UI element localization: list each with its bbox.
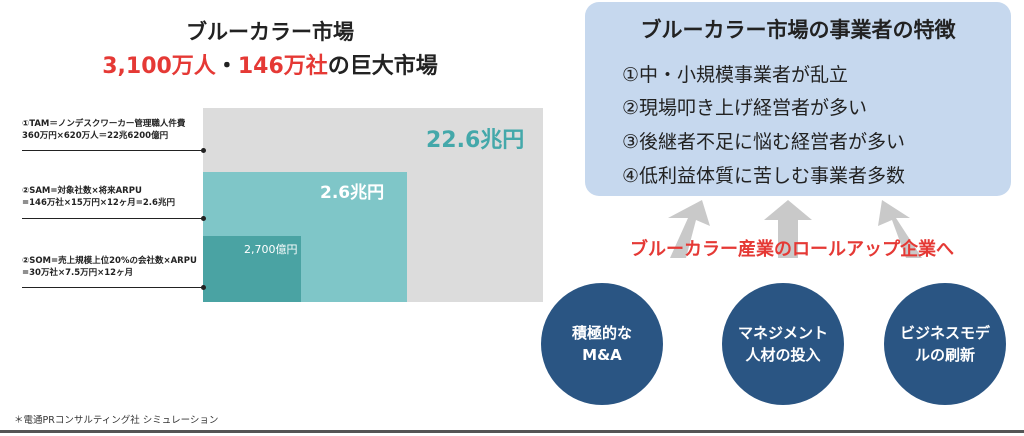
arrow-up-icon [764,200,812,258]
som-note: ②SOM=売上規模上位20%の会社数×ARPU =30万社×7.5万円×12ヶ月 [22,255,197,279]
tam-note-line1: ①TAM＝ノンデスクワーカー管理職人件費 [22,119,186,129]
arrow-up-icon [668,200,710,258]
title-suffix: の巨大市場 [327,54,438,79]
sam-note-line2: =146万社×15万円×12ヶ月=2.6兆円 [22,198,175,208]
title-separator: ・ [215,54,238,79]
tam-leader-dot [201,148,206,153]
rollup-heading: ブルーカラー産業のロールアップ企業へ [630,239,954,260]
circle-mna: 積極的な M&A [541,283,663,405]
som-leader-line [22,287,203,288]
sam-note: ②SAM=対象社数×将来ARPU =146万社×15万円×12ヶ月=2.6兆円 [22,185,175,209]
source-footnote: ＊電通PRコンサルティング社 シミュレーション [14,415,219,426]
tam-leader-line [22,150,203,151]
sam-leader-line [22,218,203,219]
circle-business-model: ビジネスモデ ルの刷新 [884,283,1006,405]
features-title: ブルーカラー市場の事業者の特徴 [640,18,956,42]
sam-leader-dot [201,216,206,221]
bottom-divider [0,430,1024,433]
som-value: 2,700億円 [244,243,298,256]
market-title: ブルーカラー市場 [186,20,354,44]
feature-item: ①中・小規模事業者が乱立 [622,64,849,86]
features-panel [585,2,1011,196]
som-leader-dot [201,285,206,290]
upward-arrows [668,200,922,258]
tam-note: ①TAM＝ノンデスクワーカー管理職人件費 360万円×620万人＝22兆6200… [22,118,185,142]
som-note-line2: =30万社×7.5万円×12ヶ月 [22,268,134,278]
feature-item: ④低利益体質に苦しむ事業者多数 [622,165,906,187]
sam-value: 2.6兆円 [320,183,385,203]
company-count: 146万社 [237,54,328,79]
arrow-up-icon [878,200,922,258]
market-subtitle: 3,100万人・146万社の巨大市場 [0,48,540,80]
som-note-line1: ②SOM=売上規模上位20%の会社数×ARPU [22,256,197,266]
tam-note-line2: 360万円×620万人＝22兆6200億円 [22,131,169,141]
circle-management: マネジメント 人材の投入 [722,283,844,405]
feature-item: ③後継者不足に悩む経営者が多い [622,131,906,153]
tam-value: 22.6兆円 [426,128,525,153]
sam-note-line1: ②SAM=対象社数×将来ARPU [22,186,142,196]
worker-count: 3,100万人 [102,54,216,79]
som-box [203,236,301,302]
feature-item: ②現場叩き上げ経営者が多い [622,97,868,119]
